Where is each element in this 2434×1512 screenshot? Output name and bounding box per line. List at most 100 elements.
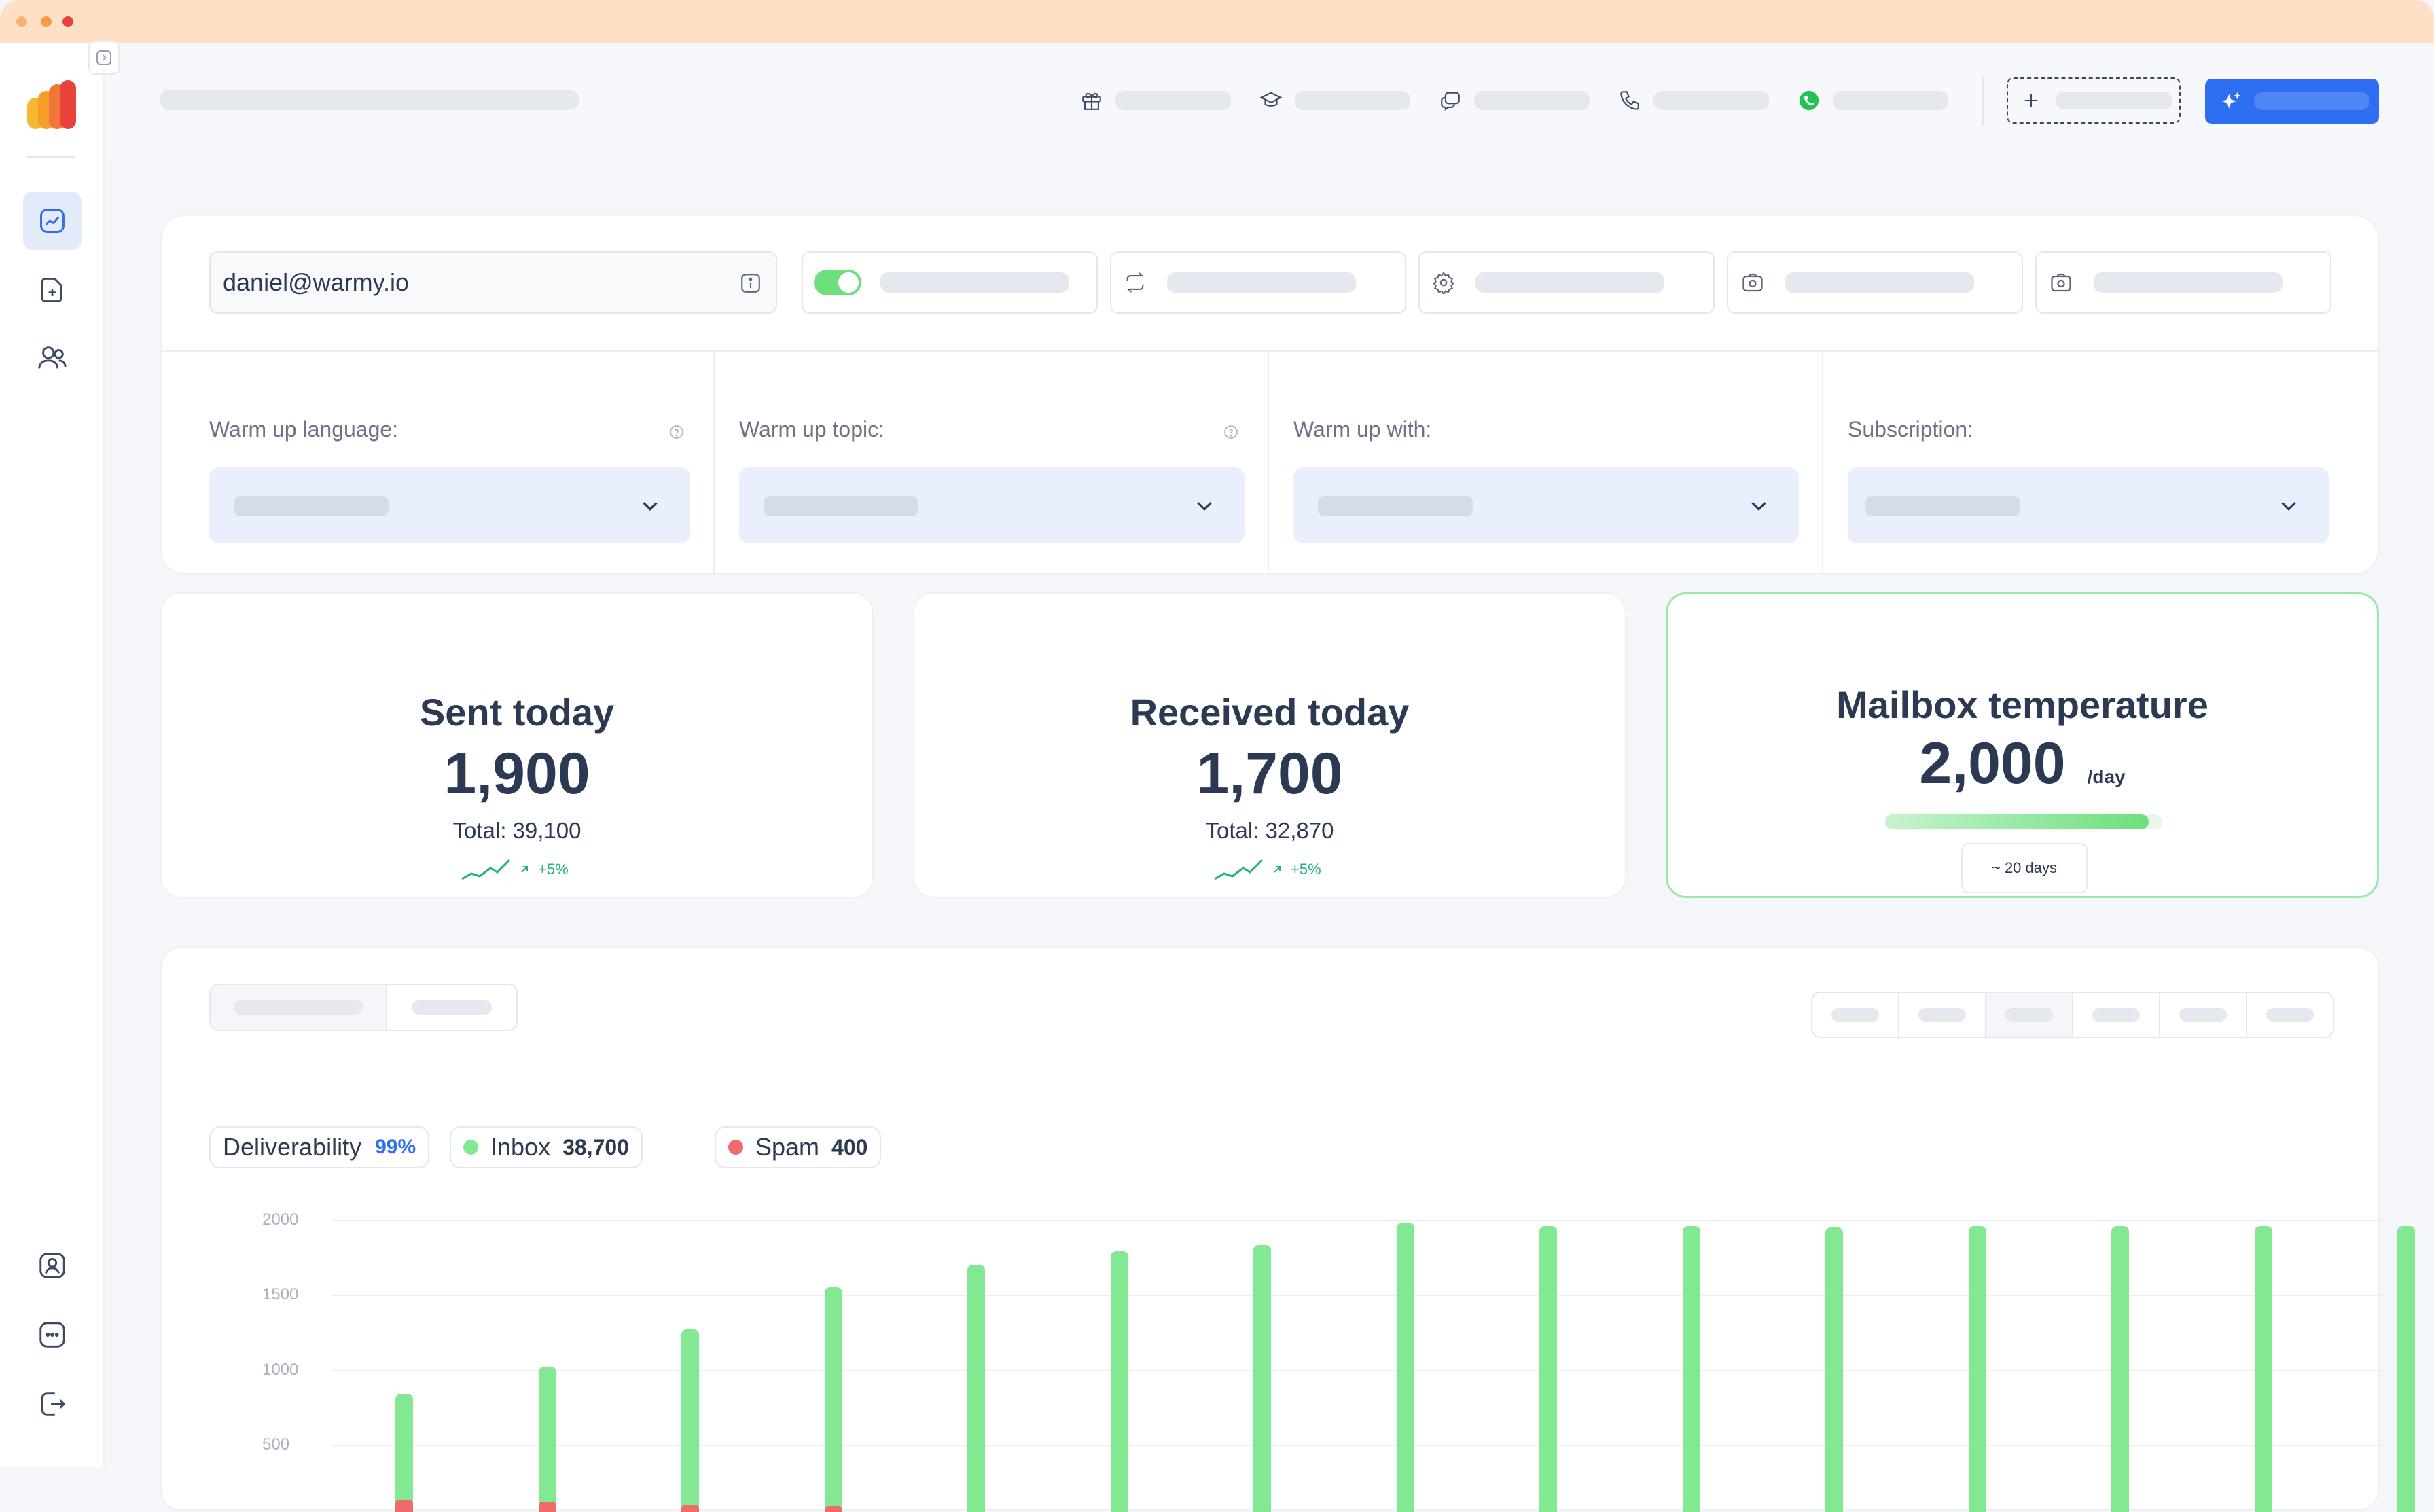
subscription-select[interactable]	[1848, 467, 2329, 543]
whatsapp-icon	[1799, 90, 1819, 111]
settings-field[interactable]	[1418, 251, 1715, 314]
chart-bar[interactable]	[1968, 1225, 1986, 1512]
chart-bar-spam[interactable]	[395, 1500, 413, 1512]
chart-bar[interactable]	[2111, 1225, 2129, 1512]
window-maximize-dot[interactable]	[41, 16, 52, 27]
deliverability-label: Deliverability	[223, 1133, 362, 1161]
sidebar-divider	[27, 156, 75, 158]
language-select[interactable]	[209, 467, 690, 543]
chart-bar-spam[interactable]	[681, 1504, 699, 1512]
window-minimize-dot[interactable]	[16, 16, 27, 27]
spam-legend-pill: Spam 400	[715, 1126, 882, 1168]
email-field[interactable]: daniel@warmy.io	[209, 251, 777, 314]
sidebar-item-dashboard[interactable]	[23, 192, 82, 250]
sidebar-item-support[interactable]	[23, 1306, 82, 1364]
sparkle-icon	[2221, 92, 2241, 109]
deliverability-chart: 2000 1500 1000 500	[107, 948, 2415, 1512]
subscription-label: Subscription:	[1848, 417, 1973, 442]
sidebar-item-add-mailbox[interactable]	[23, 261, 82, 319]
arrow-up-icon	[1274, 866, 1281, 873]
chart-bar[interactable]	[681, 1329, 699, 1512]
topic-select[interactable]	[739, 467, 1245, 543]
range-option[interactable]	[2073, 993, 2160, 1037]
chart-tabs	[209, 984, 518, 1031]
topic-label: Warm up topic:	[739, 417, 884, 442]
range-option-active[interactable]	[1986, 993, 2073, 1037]
nav-item-academy[interactable]	[1259, 88, 1410, 113]
sent-trend-value: +5%	[538, 861, 569, 878]
spam-legend-value: 400	[831, 1134, 868, 1159]
window-titlebar	[0, 0, 2434, 43]
phone-icon	[1620, 91, 1639, 110]
chart-bar[interactable]	[395, 1393, 413, 1512]
add-mailbox-button[interactable]	[2007, 77, 2181, 124]
sync-field[interactable]	[1110, 251, 1406, 314]
email-value: daniel@warmy.io	[223, 268, 409, 296]
temperature-value: 2,000	[1919, 731, 2066, 796]
sidebar-item-logout[interactable]	[23, 1375, 82, 1433]
mailbox-temperature-card: Mailbox temperature 2,000 /day ~ 20 days	[1666, 592, 2379, 898]
chart-bar[interactable]	[1253, 1245, 1271, 1512]
range-option[interactable]	[2160, 993, 2247, 1037]
spam-legend-label: Spam	[755, 1133, 820, 1161]
chart-bar[interactable]	[824, 1287, 842, 1512]
dashboard-icon	[40, 209, 65, 233]
inbox-legend-pill: Inbox 38,700	[450, 1126, 643, 1168]
info-icon[interactable]	[739, 272, 762, 295]
chart-bar[interactable]	[2254, 1225, 2272, 1512]
chart-tab-2[interactable]	[387, 985, 516, 1030]
sent-today-title: Sent today	[419, 691, 615, 734]
window-close-dot[interactable]	[62, 16, 73, 27]
gift-icon	[1082, 92, 1101, 110]
settings-divider	[162, 350, 2378, 352]
y-tick-label: 2000	[262, 1210, 299, 1229]
nav-item-whatsapp[interactable]	[1797, 88, 1948, 113]
range-option[interactable]	[2247, 993, 2333, 1037]
camera-icon	[2051, 273, 2071, 292]
nav-item-chat[interactable]	[1439, 88, 1590, 113]
chart-bar[interactable]	[2397, 1225, 2415, 1512]
screenshot-field-2[interactable]	[2035, 251, 2331, 314]
chart-bar-spam[interactable]	[538, 1501, 556, 1512]
graduation-cap-icon	[1259, 92, 1283, 107]
chart-bar[interactable]	[967, 1265, 985, 1512]
help-icon[interactable]	[1223, 424, 1239, 440]
nav-item-gift[interactable]	[1080, 88, 1231, 113]
chevron-down-icon	[643, 502, 658, 511]
help-icon[interactable]	[668, 424, 685, 440]
sidebar-item-users[interactable]	[23, 329, 82, 387]
chevron-down-icon	[1751, 502, 1766, 511]
sidebar-collapse-button[interactable]	[88, 41, 120, 75]
plus-icon	[2024, 94, 2038, 107]
logout-icon	[41, 1392, 66, 1416]
top-header	[106, 43, 2434, 158]
y-tick-label: 1000	[262, 1360, 299, 1379]
support-chat-icon	[39, 1322, 65, 1348]
chart-bar[interactable]	[1539, 1225, 1557, 1512]
app-logo[interactable]	[27, 80, 76, 129]
sidebar-item-profile[interactable]	[23, 1236, 82, 1295]
deliverability-chart-card: Deliverability 99% Inbox 38,700 Spam 400…	[160, 947, 2415, 1512]
chart-bar[interactable]	[1110, 1251, 1128, 1512]
chart-bar[interactable]	[1825, 1227, 1843, 1512]
chevron-down-icon	[2281, 502, 2296, 511]
temperature-progress-track	[1885, 814, 2162, 829]
chart-bar-spam[interactable]	[824, 1506, 842, 1512]
chart-bar[interactable]	[538, 1367, 556, 1512]
range-option[interactable]	[1899, 993, 1986, 1037]
mailbox-settings-card: daniel@warmy.io Warm	[160, 215, 2379, 575]
chart-bar[interactable]	[1396, 1223, 1414, 1512]
warmup-toggle[interactable]	[814, 270, 861, 295]
chart-gridline	[332, 1369, 2383, 1371]
deliverability-value: 99%	[375, 1136, 416, 1158]
chart-tab-1[interactable]	[211, 985, 387, 1030]
upgrade-button[interactable]	[2205, 79, 2379, 124]
warmup-with-select[interactable]	[1293, 467, 1799, 543]
temperature-value-row: 2,000 /day	[1668, 730, 2377, 797]
screenshot-field-1[interactable]	[1727, 251, 2023, 314]
chart-bar[interactable]	[1682, 1225, 1700, 1512]
received-total: Total: 32,870	[1205, 818, 1334, 843]
nav-item-phone[interactable]	[1618, 88, 1769, 113]
range-option[interactable]	[1812, 993, 1899, 1037]
warmup-toggle-field[interactable]	[802, 251, 1098, 314]
